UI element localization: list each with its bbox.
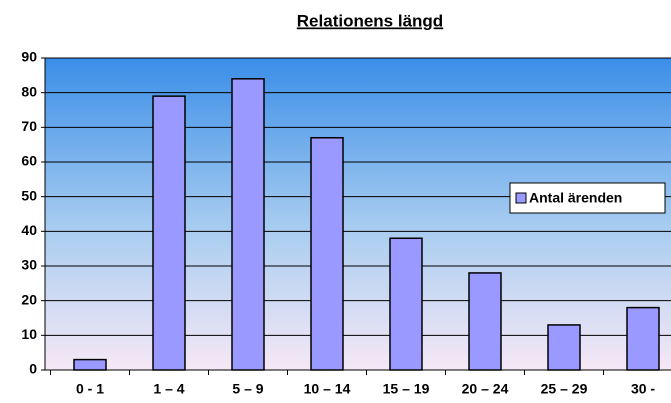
y-tick-label: 90 [21, 49, 37, 65]
bar [310, 136, 344, 371]
bar [626, 306, 660, 371]
bar [152, 95, 186, 371]
bar [73, 358, 107, 371]
legend-label: Antal ärenden [529, 190, 622, 206]
y-tick-label: 0 [29, 361, 37, 377]
y-tick-label: 70 [21, 118, 37, 134]
y-tick-label: 50 [21, 187, 37, 203]
x-tick-label: 30 - [631, 381, 655, 397]
bar [547, 324, 581, 371]
y-tick-label: 10 [21, 326, 37, 342]
x-tick-label: 1 – 4 [153, 381, 184, 397]
x-tick-label: 5 – 9 [232, 381, 263, 397]
x-tick-label: 25 – 29 [541, 381, 588, 397]
y-tick-label: 40 [21, 222, 37, 238]
x-tick-label: 20 – 24 [462, 381, 509, 397]
bar [389, 237, 423, 371]
x-tick-label: 15 – 19 [383, 381, 430, 397]
y-tick-label: 60 [21, 153, 37, 169]
bar [231, 78, 265, 371]
y-tick-label: 80 [21, 83, 37, 99]
x-tick-label: 0 - 1 [76, 381, 104, 397]
y-tick-label: 20 [21, 291, 37, 307]
legend-swatch [515, 192, 527, 204]
chart-title: Relationens längd [297, 11, 443, 30]
y-tick-label: 30 [21, 257, 37, 273]
legend-box [509, 182, 666, 214]
bar [468, 272, 502, 371]
plot-area [45, 58, 671, 370]
x-tick-label: 10 – 14 [304, 381, 351, 397]
